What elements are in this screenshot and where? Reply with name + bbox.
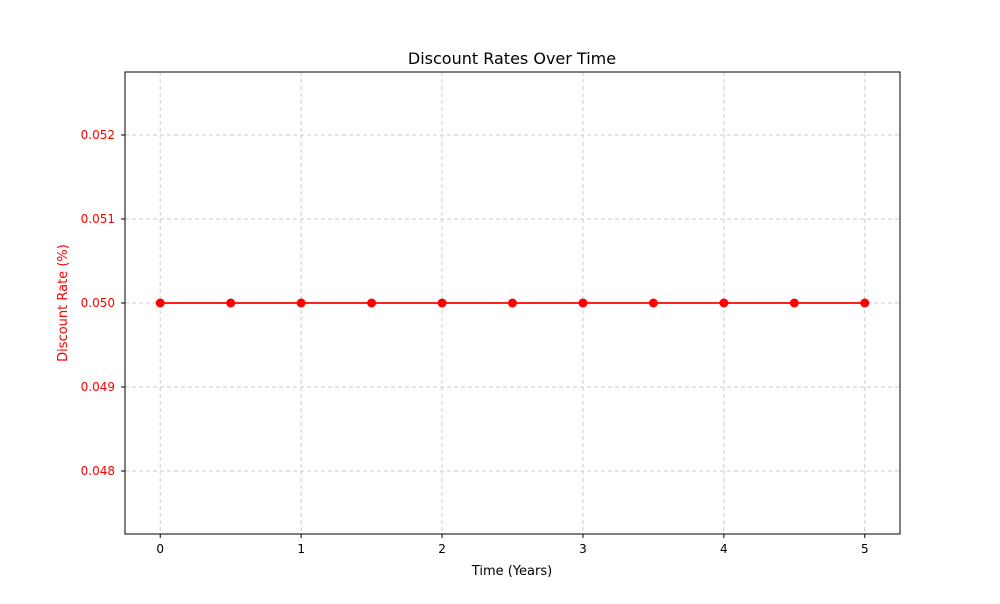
- data-point-marker: [226, 298, 236, 308]
- data-point-marker: [367, 298, 377, 308]
- data-point-marker: [155, 298, 165, 308]
- x-axis-label: Time (Years): [471, 564, 552, 579]
- x-tick-label: 0: [156, 542, 164, 556]
- x-tick-label: 4: [720, 542, 728, 556]
- y-tick-label: 0.052: [81, 128, 115, 142]
- series-layer: [155, 298, 870, 308]
- data-point-marker: [789, 298, 799, 308]
- data-point-marker: [648, 298, 658, 308]
- y-tick-label: 0.051: [81, 212, 115, 226]
- x-tick-label: 5: [861, 542, 869, 556]
- data-point-marker: [860, 298, 870, 308]
- tick-layer: 0 1 2 3 4 5 0.048 0.049 0.050 0.051 0.052: [81, 128, 869, 556]
- x-tick-label: 3: [579, 542, 587, 556]
- data-point-marker: [719, 298, 729, 308]
- y-tick-label: 0.048: [81, 464, 115, 478]
- data-point-marker: [437, 298, 447, 308]
- y-tick-label: 0.049: [81, 380, 115, 394]
- x-tick-label: 2: [438, 542, 446, 556]
- data-point-marker: [578, 298, 588, 308]
- chart-title: Discount Rates Over Time: [408, 49, 616, 68]
- y-axis-label: Discount Rate (%): [56, 244, 71, 362]
- data-point-marker: [508, 298, 517, 308]
- y-tick-label: 0.050: [81, 296, 115, 310]
- x-tick-label: 1: [297, 542, 305, 556]
- data-point-marker: [296, 298, 306, 308]
